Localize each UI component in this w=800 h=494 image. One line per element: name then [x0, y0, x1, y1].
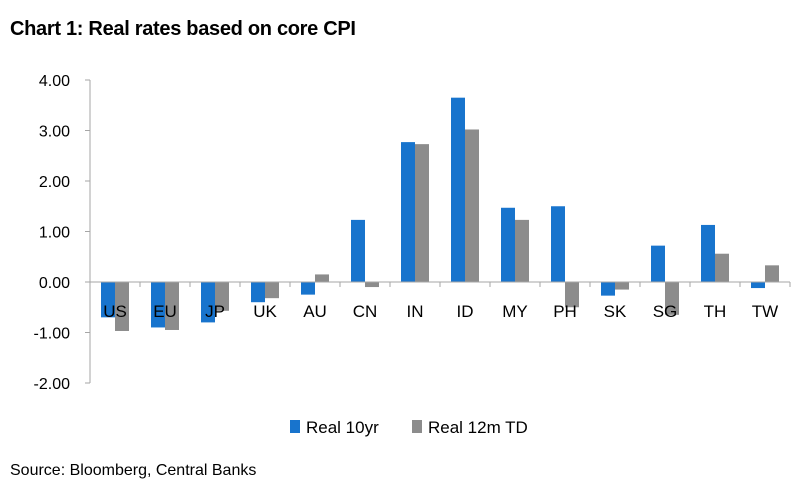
bar-real-10yr-uk [251, 282, 265, 302]
bar-real-12m-td-in [415, 144, 429, 282]
bar-real-12m-td-my [515, 220, 529, 282]
bar-real-12m-td-id [465, 129, 479, 282]
legend-label: Real 12m TD [428, 418, 528, 437]
source-note: Source: Bloomberg, Central Banks [10, 462, 256, 480]
category-labels: US EU JP UK AU CN IN ID MY PH SK SG TH TW [103, 302, 778, 321]
bar-real-10yr-my [501, 208, 515, 282]
bar-real-10yr-tw [751, 282, 765, 288]
x-axis [90, 282, 790, 287]
category-label: JP [205, 302, 225, 321]
bar-real-12m-td-uk [265, 282, 279, 298]
category-label: TW [752, 302, 778, 321]
category-label: IN [407, 302, 424, 321]
bar-real-10yr-sg [651, 246, 665, 282]
y-axis: 4.00 3.00 2.00 1.00 0.00 -1.00 -2.00 [34, 73, 90, 393]
category-label: US [103, 302, 127, 321]
bar-real-10yr-au [301, 282, 315, 295]
y-tick-label: 2.00 [39, 174, 70, 191]
bar-real-10yr-sk [601, 282, 615, 296]
legend: Real 10yr Real 12m TD [290, 418, 528, 437]
category-label: TH [704, 302, 727, 321]
legend-label: Real 10yr [306, 418, 379, 437]
bar-real-10yr-id [451, 98, 465, 282]
bar-real-12m-td-th [715, 254, 729, 282]
category-label: PH [553, 302, 577, 321]
category-label: AU [303, 302, 327, 321]
category-label: CN [353, 302, 378, 321]
bar-real-10yr-cn [351, 220, 365, 282]
category-label: SG [653, 302, 678, 321]
category-label: MY [502, 302, 528, 321]
y-tick-label: 4.00 [39, 73, 70, 90]
bar-real-10yr-th [701, 225, 715, 282]
bar-real-12m-td-cn [365, 282, 379, 287]
y-tick-label: 0.00 [39, 275, 70, 292]
category-label: ID [457, 302, 474, 321]
y-tick-label: -1.00 [34, 326, 71, 343]
category-label: SK [604, 302, 627, 321]
bar-real-12m-td-tw [765, 265, 779, 282]
legend-swatch [290, 420, 300, 433]
legend-swatch [412, 420, 422, 433]
y-tick-label: 1.00 [39, 225, 70, 242]
category-label: EU [153, 302, 177, 321]
y-tick-label: -2.00 [34, 376, 71, 393]
bar-real-10yr-in [401, 142, 415, 282]
y-tick-label: 3.00 [39, 124, 70, 141]
bar-real-10yr-ph [551, 206, 565, 282]
bar-real-12m-td-au [315, 274, 329, 282]
category-label: UK [253, 302, 277, 321]
bar-real-12m-td-sk [615, 282, 629, 290]
bars [101, 98, 779, 331]
